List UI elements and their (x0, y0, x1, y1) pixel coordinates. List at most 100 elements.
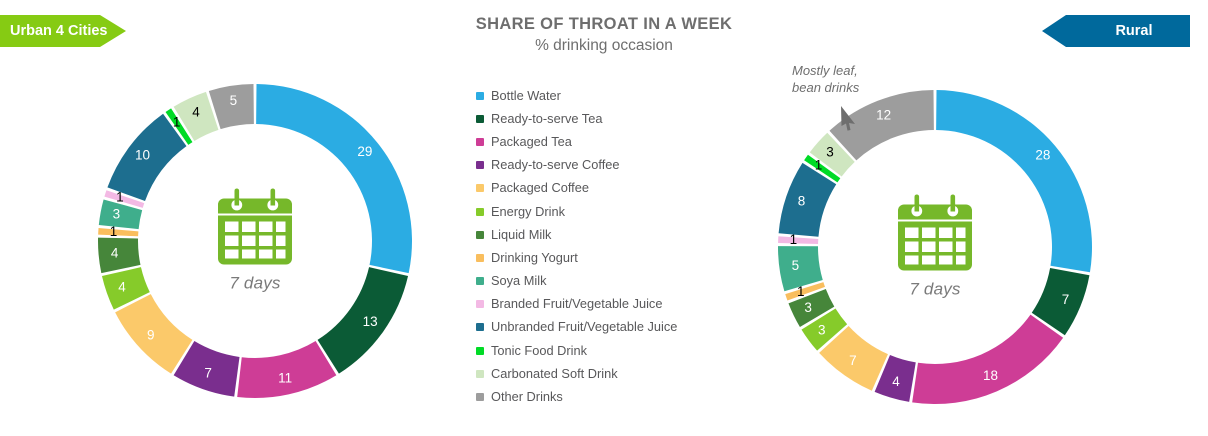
donut-slice[interactable] (936, 90, 1092, 273)
donut-slice[interactable] (98, 199, 143, 230)
legend-item-label: Ready-to-serve Coffee (491, 157, 620, 173)
legend-item-label: Packaged Coffee (491, 180, 589, 196)
donut-slice[interactable] (256, 84, 412, 274)
donut-slice-value: 5 (230, 93, 238, 108)
donut-slice-value: 3 (804, 300, 812, 315)
donut-slice[interactable] (778, 246, 823, 292)
legend-swatch (476, 230, 484, 239)
legend-item[interactable]: Liquid Milk (476, 223, 711, 246)
legend-swatch (476, 300, 484, 309)
legend-item-label: Unbranded Fruit/Vegetable Juice (491, 319, 678, 335)
banner-rural: Rural (1042, 15, 1190, 47)
legend-item[interactable]: Carbonated Soft Drink (476, 362, 711, 385)
legend-swatch (476, 207, 484, 216)
donut-slice[interactable] (98, 228, 139, 237)
donut-slice[interactable] (237, 341, 337, 398)
donut-slice-value: 12 (876, 107, 891, 122)
legend-item-label: Packaged Tea (491, 133, 572, 149)
donut-slice[interactable] (115, 294, 193, 374)
legend-item[interactable]: Tonic Food Drink (476, 339, 711, 362)
legend-swatch (476, 91, 484, 100)
legend-item[interactable]: Ready-to-serve Tea (476, 107, 711, 130)
legend-swatch (476, 346, 484, 355)
donut-slice[interactable] (819, 325, 888, 391)
donut-slice[interactable] (788, 289, 835, 328)
legend-item-label: Tonic Food Drink (491, 342, 588, 358)
donut-slice-value: 1 (173, 114, 181, 129)
legend-item-label: Other Drinks (491, 389, 563, 405)
donut-slice-value: 7 (1062, 292, 1070, 307)
donut-slice[interactable] (912, 314, 1064, 404)
donut-slice[interactable] (829, 90, 934, 161)
donut-chart-rural: 28 7 18 4 7 3 3 1 5 1 8 1 3 12 (772, 88, 1098, 406)
donut-slice[interactable] (165, 108, 193, 145)
annotation-arrow-icon (841, 106, 855, 131)
legend-swatch (476, 393, 484, 402)
banner-urban-4-cities: Urban 4 Cities (0, 15, 126, 47)
legend-item[interactable]: Unbranded Fruit/Vegetable Juice (476, 316, 711, 339)
donut-slice-value: 7 (849, 353, 857, 368)
annotation-line-1: Mostly leaf, (792, 63, 858, 78)
donut-slice-value: 3 (113, 207, 121, 222)
annotation-line-2: bean drinks (792, 80, 860, 95)
legend-swatch (476, 253, 484, 262)
legend-item-label: Drinking Yogurt (491, 249, 578, 265)
donut-slice[interactable] (778, 162, 837, 237)
donut-slice[interactable] (104, 190, 145, 208)
banner-urban-label: Urban 4 Cities (10, 23, 108, 39)
page-title: SHARE OF THROAT IN A WEEK (475, 15, 733, 33)
legend-swatch (476, 184, 484, 193)
donut-slice-value: 10 (135, 148, 150, 163)
donut-slice[interactable] (173, 91, 219, 141)
chart-legend: Bottle Water Ready-to-serve Tea Packaged T… (476, 84, 711, 409)
donut-slice[interactable] (874, 355, 916, 402)
legend-item[interactable]: Bottle Water (476, 84, 711, 107)
legend-item[interactable]: Branded Fruit/Vegetable Juice (476, 293, 711, 316)
title-block: SHARE OF THROAT IN A WEEK % drinking occ… (0, 14, 1208, 55)
legend-item[interactable]: Drinking Yogurt (476, 246, 711, 269)
donut-slice-value: 7 (204, 366, 212, 381)
legend-item[interactable]: Packaged Coffee (476, 177, 711, 200)
donut-slice[interactable] (101, 267, 150, 310)
donut-slice[interactable] (809, 132, 855, 177)
donut-slice[interactable] (804, 154, 841, 183)
donut-slice-value: 3 (818, 323, 826, 338)
donut-slice-value: 4 (118, 279, 126, 294)
legend-item[interactable]: Energy Drink (476, 200, 711, 223)
legend-item-label: Carbonated Soft Drink (491, 365, 618, 381)
donut-slice[interactable] (173, 341, 240, 397)
donut-slice-value: 5 (792, 258, 800, 273)
donut-slice-value: 4 (192, 104, 200, 119)
donut-slice-value: 4 (892, 374, 900, 389)
donut-slice-value: 28 (1035, 148, 1050, 163)
donut-chart-urban: 29 13 11 7 9 4 4 1 3 1 10 1 4 5 (90, 82, 420, 400)
donut-slice-value: 1 (116, 190, 124, 205)
donut-slice[interactable] (785, 282, 826, 301)
donut-slice[interactable] (1031, 268, 1090, 336)
legend-swatch (476, 277, 484, 286)
legend-item-label: Liquid Milk (491, 226, 552, 242)
donut-slice[interactable] (801, 308, 848, 351)
legend-item-label: Soya Milk (491, 273, 547, 289)
legend-item-label: Bottle Water (491, 87, 561, 103)
legend-item[interactable]: Ready-to-serve Coffee (476, 154, 711, 177)
legend-item[interactable]: Other Drinks (476, 385, 711, 408)
donut-slice[interactable] (107, 113, 187, 202)
legend-item-label: Branded Fruit/Vegetable Juice (491, 296, 663, 312)
legend-item[interactable]: Soya Milk (476, 270, 711, 293)
legend-item-label: Energy Drink (491, 203, 565, 219)
donut-slice[interactable] (778, 236, 819, 245)
donut-slice-value: 29 (357, 144, 372, 159)
donut-slice-value: 1 (790, 232, 798, 247)
legend-item-label: Ready-to-serve Tea (491, 110, 603, 126)
donut-slice-value: 9 (147, 328, 155, 343)
legend-swatch (476, 323, 484, 332)
legend-item[interactable]: Packaged Tea (476, 130, 711, 153)
donut-slice[interactable] (317, 267, 409, 374)
donut-slice[interactable] (208, 84, 254, 130)
donut-slice-value: 4 (111, 246, 119, 261)
legend-swatch (476, 161, 484, 170)
donut-slice[interactable] (98, 237, 141, 274)
